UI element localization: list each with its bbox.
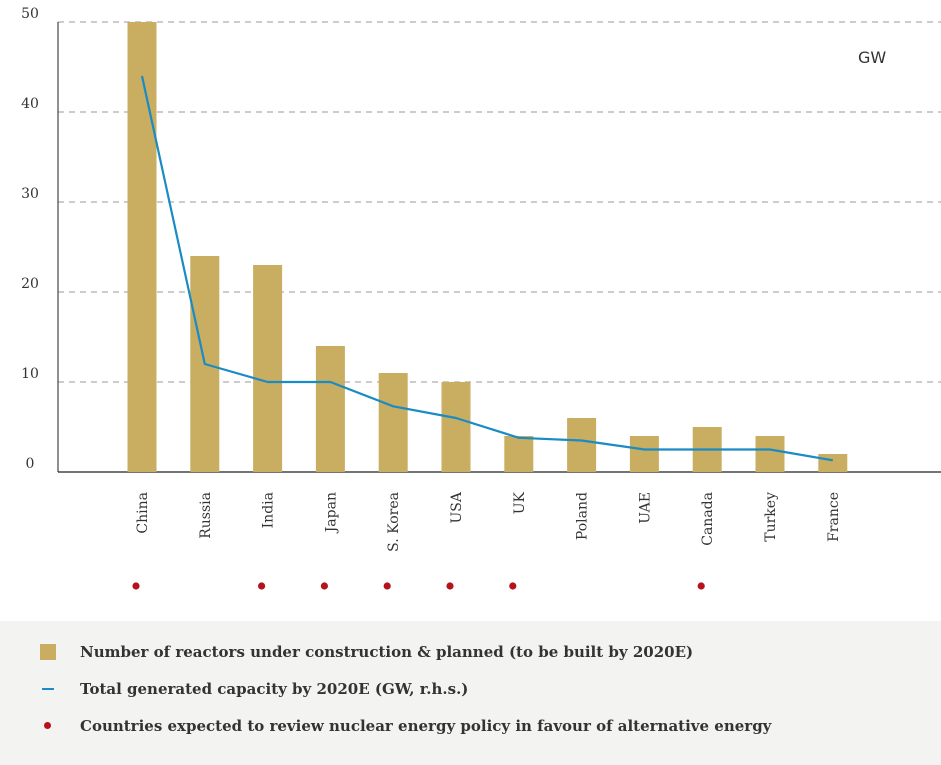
y-tick-label: 30 bbox=[21, 186, 39, 202]
line-swatch-icon bbox=[40, 675, 80, 703]
bar bbox=[504, 436, 534, 472]
category-label: France bbox=[826, 492, 842, 542]
chart: 0 10 20 30 40 50 China Russia India Japan S. Kore… bbox=[21, 6, 941, 590]
category-label: S. Korea bbox=[386, 492, 402, 552]
bar bbox=[755, 436, 785, 472]
policy-dot bbox=[697, 582, 705, 590]
legend-label-dots: Countries expected to review nuclear ene… bbox=[80, 717, 772, 735]
legend: Number of reactors under construction & … bbox=[0, 621, 941, 765]
category-label: Russia bbox=[198, 492, 214, 539]
policy-dot bbox=[446, 582, 454, 590]
legend-label-line: Total generated capacity by 2020E (GW, r… bbox=[80, 680, 469, 698]
category-label: India bbox=[261, 492, 277, 528]
y-axis-ticks: 0 10 20 30 40 50 bbox=[21, 6, 39, 472]
bar bbox=[629, 436, 659, 472]
bar bbox=[315, 346, 345, 472]
category-label: Turkey bbox=[763, 492, 779, 542]
y-tick-label: 10 bbox=[21, 366, 39, 382]
legend-label-bars: Number of reactors under construction & … bbox=[80, 643, 694, 661]
category-label: UAE bbox=[637, 492, 653, 524]
legend-item-dots: Countries expected to review nuclear ene… bbox=[40, 712, 771, 740]
category-label: UK bbox=[512, 491, 528, 514]
bar-series bbox=[127, 22, 848, 472]
category-label: Canada bbox=[700, 492, 716, 546]
bar-swatch-icon bbox=[40, 638, 80, 666]
bar bbox=[441, 382, 471, 472]
y-tick-label: 0 bbox=[26, 456, 35, 472]
y-tick-label: 20 bbox=[21, 276, 39, 292]
y-tick-label: 50 bbox=[21, 6, 39, 22]
category-label: USA bbox=[449, 491, 465, 523]
dot-swatch-icon bbox=[40, 712, 80, 740]
policy-dot bbox=[320, 582, 328, 590]
bar bbox=[567, 418, 597, 472]
category-label: China bbox=[135, 492, 151, 534]
bar bbox=[378, 373, 408, 472]
legend-item-bars: Number of reactors under construction & … bbox=[40, 638, 693, 666]
y-tick-label: 40 bbox=[21, 96, 39, 112]
bar bbox=[818, 454, 848, 472]
policy-dot bbox=[509, 582, 517, 590]
unit-label: GW bbox=[858, 48, 886, 67]
policy-dot bbox=[132, 582, 140, 590]
category-label: Poland bbox=[575, 492, 591, 540]
bar bbox=[127, 22, 157, 472]
legend-item-line: Total generated capacity by 2020E (GW, r… bbox=[40, 675, 468, 703]
bar bbox=[253, 265, 283, 472]
policy-dots bbox=[132, 582, 705, 590]
category-label: Japan bbox=[323, 492, 339, 534]
category-labels: China Russia India Japan S. Korea USA UK Poland… bbox=[135, 491, 842, 552]
policy-dot bbox=[383, 582, 391, 590]
policy-dot bbox=[258, 582, 266, 590]
capacity-line bbox=[140, 75, 833, 462]
